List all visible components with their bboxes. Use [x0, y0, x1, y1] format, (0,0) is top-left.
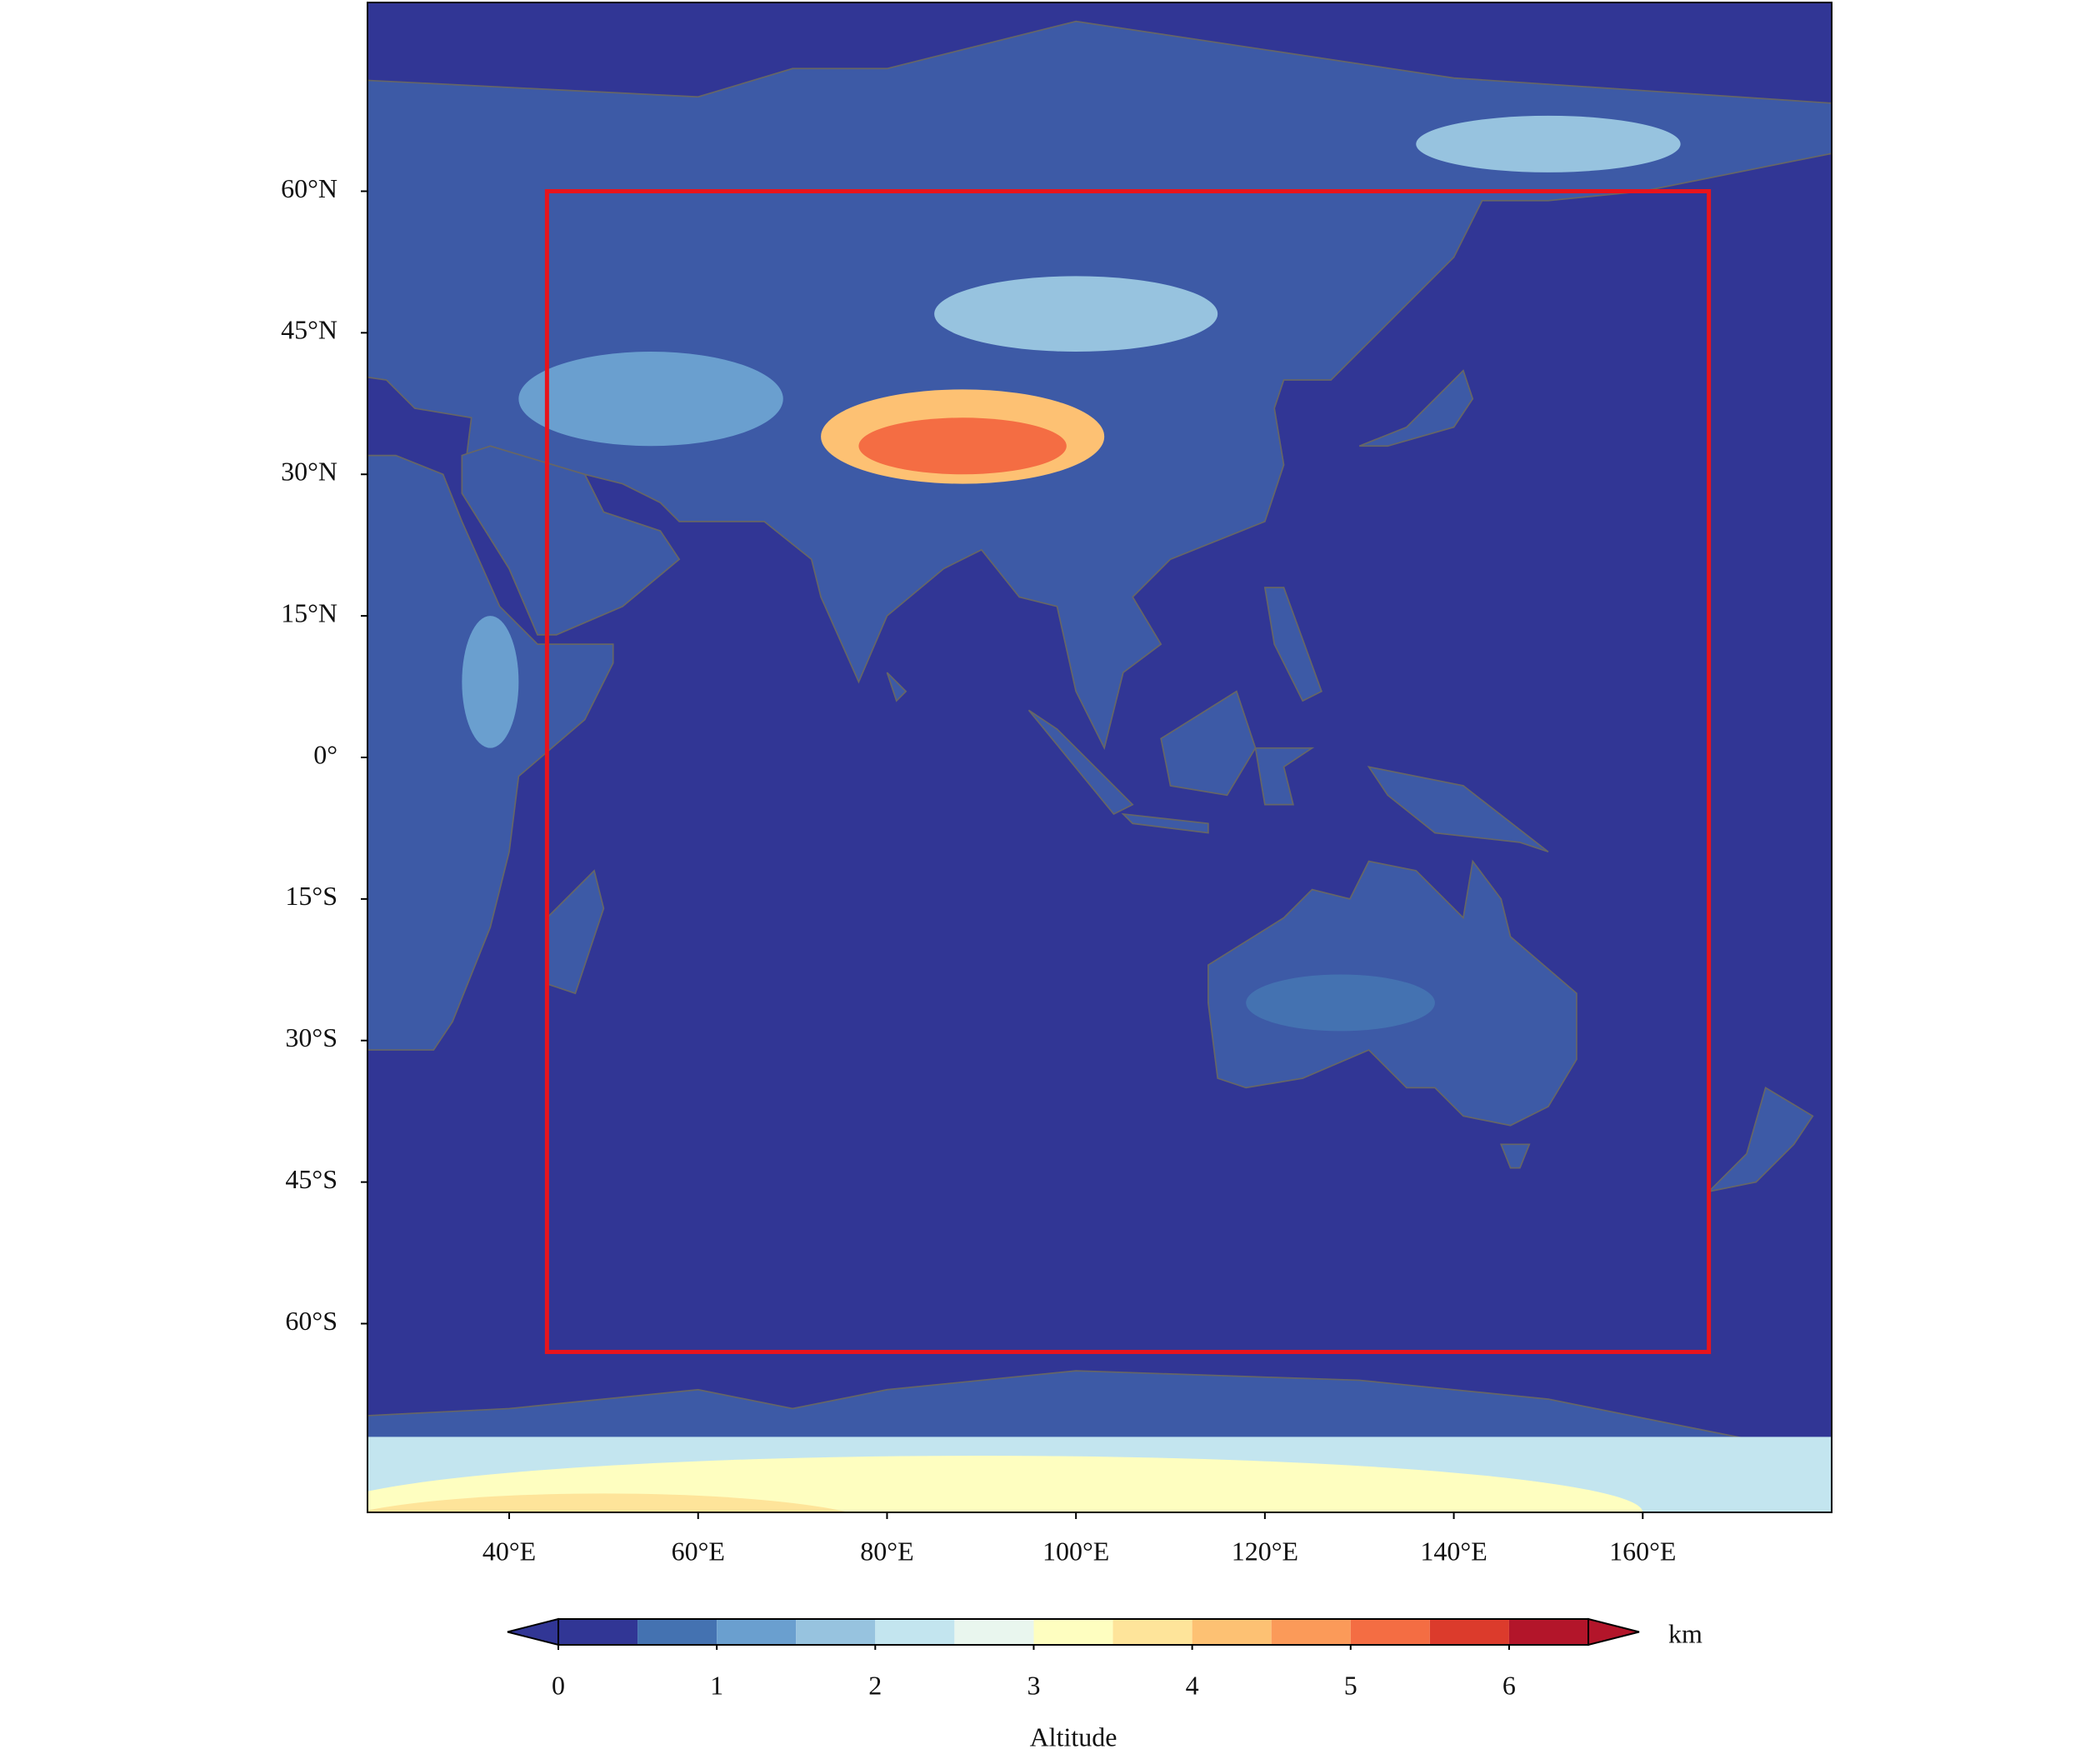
colorbar-segment	[558, 1619, 638, 1645]
colorbar-segment	[1192, 1619, 1272, 1645]
map-layer	[368, 20, 1832, 1512]
colorbar-tick-label: 5	[1344, 1670, 1358, 1700]
y-tick-label: 15°N	[281, 597, 338, 627]
colorbar-segment	[638, 1619, 718, 1645]
colorbar-extend-high	[1588, 1617, 1640, 1647]
colorbar-frame	[558, 1618, 1589, 1646]
sumatra	[1028, 709, 1134, 816]
relief-patch	[1246, 974, 1435, 1032]
tasmania	[1500, 1143, 1531, 1169]
colorbar-tick-label: 2	[868, 1670, 882, 1700]
x-tick-label: 40°E	[482, 1536, 536, 1566]
arabia	[461, 445, 681, 636]
colorbar-segment	[1350, 1619, 1430, 1645]
colorbar-tick-label: 3	[1027, 1670, 1040, 1700]
relief-patch	[934, 276, 1218, 352]
new-zealand	[1707, 1087, 1814, 1193]
japan	[1358, 369, 1474, 447]
relief-patch	[858, 417, 1067, 475]
x-tick-label: 140°E	[1420, 1536, 1487, 1566]
y-tick-label: 15°S	[285, 881, 338, 911]
colorbar-tick-label: 0	[552, 1670, 565, 1700]
y-tick-label: 60°S	[285, 1306, 338, 1336]
sri-lanka	[886, 672, 908, 702]
colorbar-tick-label: 4	[1186, 1670, 1199, 1700]
y-tick-label: 0°	[313, 739, 338, 769]
relief-patch	[1416, 115, 1681, 172]
y-tick-label: 30°S	[285, 1022, 338, 1052]
x-tick-label: 80°E	[860, 1536, 913, 1566]
relief-patch	[462, 616, 519, 748]
colorbar-label: Altitude	[1030, 1722, 1118, 1752]
colorbar-tick-label: 6	[1502, 1670, 1516, 1700]
colorbar-segment	[1112, 1619, 1192, 1645]
colorbar-segment	[717, 1619, 797, 1645]
new-guinea	[1367, 766, 1549, 853]
sulawesi	[1254, 747, 1315, 806]
colorbar-segment	[1429, 1619, 1509, 1645]
x-tick-label: 60°E	[672, 1536, 725, 1566]
y-tick-label: 45°N	[281, 315, 338, 345]
colorbar-segment	[796, 1619, 876, 1645]
borneo	[1160, 690, 1257, 797]
colorbar-segment	[875, 1619, 955, 1645]
colorbar-segment	[1508, 1619, 1588, 1645]
domain-box	[544, 189, 1712, 1354]
colorbar-segment	[1033, 1619, 1113, 1645]
africa	[368, 454, 614, 1051]
philippines	[1263, 587, 1322, 702]
java	[1121, 812, 1209, 834]
y-tick-label: 45°S	[285, 1164, 338, 1194]
colorbar-tick-label: 1	[710, 1670, 723, 1700]
relief-patch	[518, 352, 783, 447]
colorbar-units: km	[1668, 1618, 1702, 1648]
y-tick-label: 60°N	[281, 173, 338, 203]
colorbar-segment	[1271, 1619, 1351, 1645]
colorbar-segment	[954, 1619, 1034, 1645]
relief	[368, 115, 1832, 1512]
relief-patch	[368, 1493, 849, 1512]
x-tick-label: 160°E	[1609, 1536, 1676, 1566]
x-tick-label: 100°E	[1042, 1536, 1109, 1566]
x-tick-label: 120°E	[1232, 1536, 1298, 1566]
y-tick-label: 30°N	[281, 457, 338, 487]
colorbar-extend-low	[507, 1617, 559, 1647]
